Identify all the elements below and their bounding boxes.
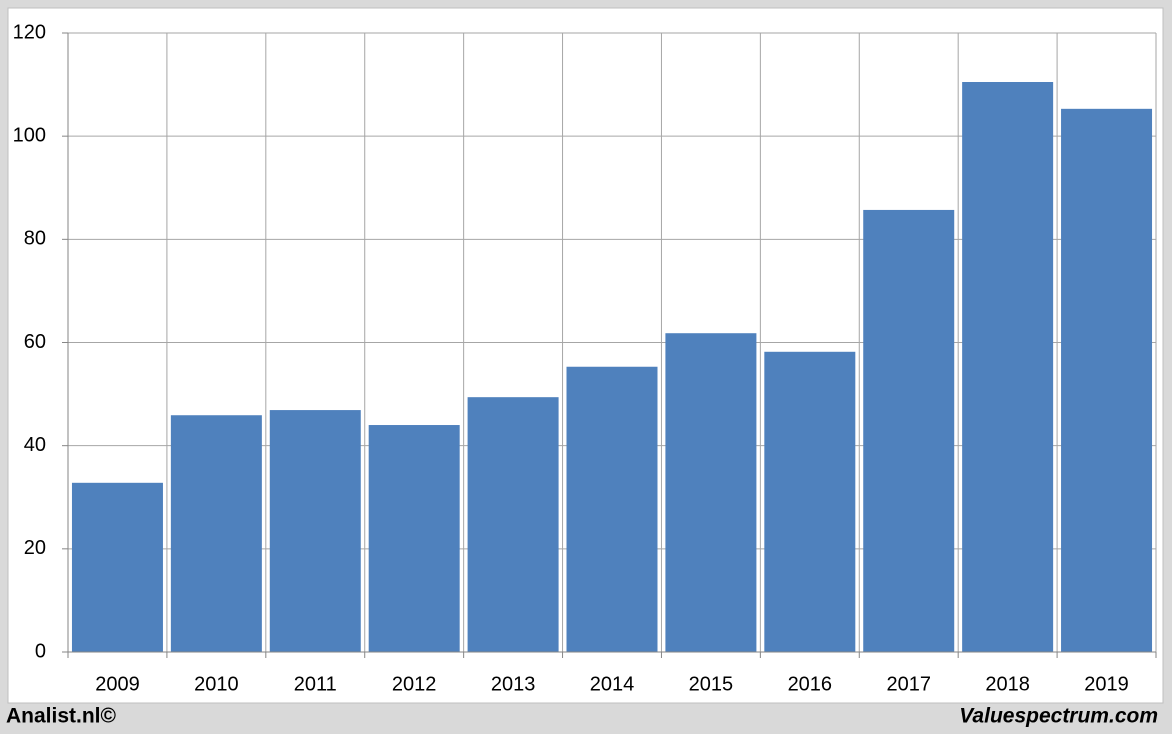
x-tick-label: 2009 bbox=[95, 673, 140, 695]
credit-left: Analist.nl© bbox=[6, 705, 117, 728]
bar bbox=[566, 366, 658, 652]
y-tick-label: 120 bbox=[13, 21, 46, 43]
bar bbox=[170, 415, 262, 652]
bar bbox=[467, 397, 559, 652]
x-tick-label: 2017 bbox=[886, 673, 931, 695]
x-tick-label: 2016 bbox=[788, 673, 833, 695]
bar bbox=[665, 333, 757, 652]
x-tick-label: 2010 bbox=[194, 673, 239, 695]
y-tick-label: 100 bbox=[13, 124, 46, 146]
y-tick-label: 80 bbox=[24, 228, 46, 250]
y-tick-label: 20 bbox=[24, 537, 46, 559]
x-tick-label: 2014 bbox=[590, 673, 635, 695]
bar bbox=[71, 482, 163, 652]
bar bbox=[962, 82, 1054, 653]
y-tick-label: 0 bbox=[35, 640, 46, 662]
bar bbox=[1061, 108, 1153, 652]
bar bbox=[863, 209, 955, 652]
y-tick-label: 60 bbox=[24, 331, 46, 353]
x-tick-label: 2011 bbox=[294, 673, 337, 695]
y-tick-label: 40 bbox=[24, 434, 46, 456]
x-tick-label: 2015 bbox=[689, 673, 734, 695]
x-tick-label: 2018 bbox=[985, 673, 1030, 695]
x-tick-label: 2013 bbox=[491, 673, 536, 695]
credit-right: Valuespectrum.com bbox=[959, 705, 1158, 728]
bar bbox=[368, 425, 460, 652]
bar bbox=[269, 410, 361, 652]
x-tick-label: 2012 bbox=[392, 673, 437, 695]
bar bbox=[764, 351, 856, 652]
x-tick-label: 2019 bbox=[1084, 673, 1129, 695]
